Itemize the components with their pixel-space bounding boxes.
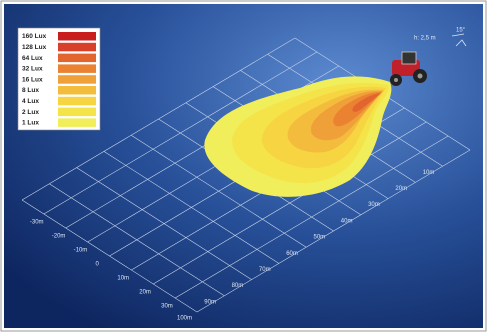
legend-label: 4 Lux xyxy=(22,98,39,105)
legend-label: 16 Lux xyxy=(22,76,43,83)
distance-label: 10m xyxy=(423,170,435,176)
legend-label: 1 Lux xyxy=(22,120,39,127)
distance-label: 90m xyxy=(204,299,216,305)
tractor xyxy=(390,51,427,86)
width-label: 10m xyxy=(117,276,129,282)
distance-label: 100m xyxy=(177,316,192,322)
legend-swatch xyxy=(58,64,96,73)
width-label: 20m xyxy=(139,290,151,296)
legend-label: 128 Lux xyxy=(22,44,47,51)
width-label: -10m xyxy=(74,248,88,254)
distance-label: 30m xyxy=(368,202,380,208)
distance-label: 20m xyxy=(395,186,407,192)
legend-items: 160 Lux 128 Lux 64 Lux 32 Lux 16 Lux 8 Lux 4 L… xyxy=(22,32,96,127)
legend-label: 64 Lux xyxy=(22,55,43,62)
legend-label: 8 Lux xyxy=(22,87,39,94)
width-label: 0 xyxy=(96,262,100,268)
legend-swatch xyxy=(58,118,96,127)
grid-line xyxy=(174,135,449,299)
legend-swatch xyxy=(58,32,96,41)
distance-label: 80m xyxy=(232,283,244,289)
grid-line xyxy=(153,121,427,285)
width-label: -30m xyxy=(30,220,44,226)
distance-label: 60m xyxy=(286,251,298,257)
grid-line xyxy=(43,51,318,215)
legend-label: 2 Lux xyxy=(22,109,39,116)
grid-line xyxy=(21,37,296,201)
isolux-64 xyxy=(352,93,381,112)
legend-label: 160 Lux xyxy=(22,33,47,40)
distance-label: 50m xyxy=(314,235,326,241)
legend-swatch xyxy=(58,75,96,84)
mount-height: h: 2,5 m xyxy=(414,36,436,42)
mount-angle: 15° xyxy=(456,28,466,34)
legend-swatch xyxy=(58,53,96,63)
grid-line xyxy=(196,149,471,313)
distance-label: 70m xyxy=(259,267,271,273)
legend-swatch xyxy=(58,86,96,95)
legend-swatch xyxy=(58,107,96,117)
light-pattern xyxy=(204,76,392,197)
legend-swatch xyxy=(58,42,96,52)
legend-label: 32 Lux xyxy=(22,66,43,73)
distance-label: 40m xyxy=(341,218,353,224)
angle-icon xyxy=(451,33,467,47)
width-label: 30m xyxy=(161,304,173,310)
width-label: -20m xyxy=(52,234,66,240)
legend-swatch xyxy=(58,96,96,106)
